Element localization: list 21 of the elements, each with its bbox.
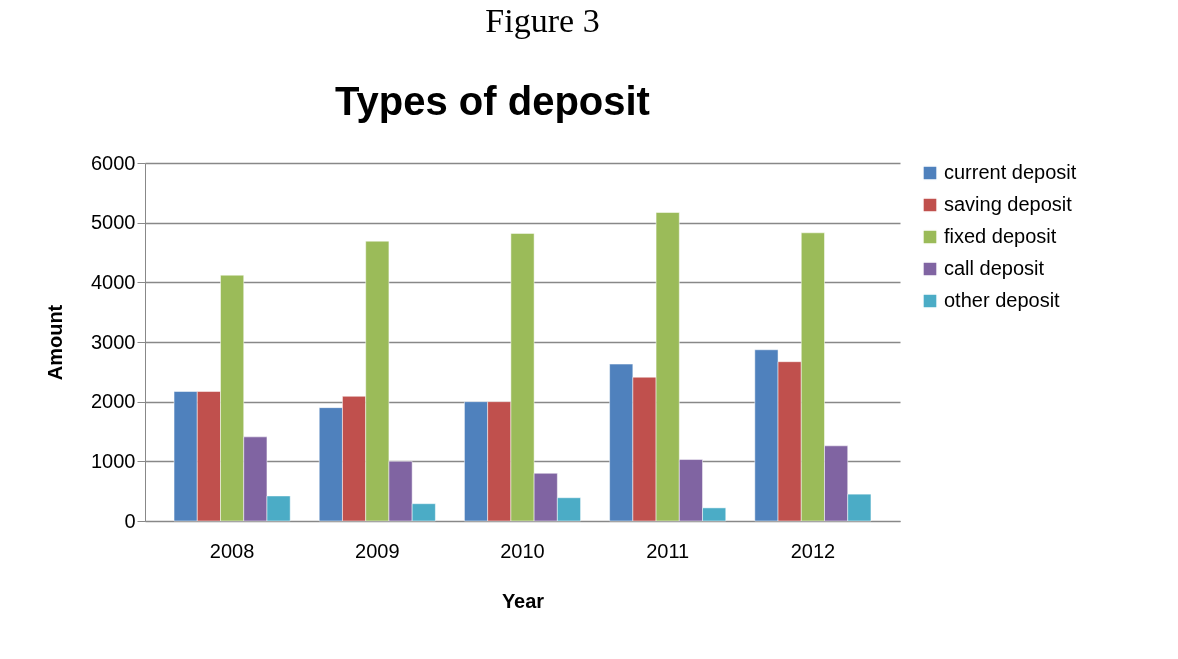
x-axis-title: Year	[501, 589, 545, 612]
x-tick-label: 2011	[646, 539, 690, 562]
legend-label: fixed deposit	[944, 225, 1057, 247]
y-tick-label: 2000	[91, 390, 136, 413]
y-tick-label: 5000	[91, 211, 136, 234]
y-tick-label: 0	[124, 509, 136, 532]
y-tick-label: 3000	[91, 330, 136, 353]
x-tick-label: 2008	[209, 539, 255, 562]
y-tick-label: 6000	[91, 151, 136, 174]
x-tick-label: 2012	[790, 539, 836, 562]
legend-label: current deposit	[944, 161, 1077, 183]
x-tick-label: 2010	[500, 539, 545, 562]
caption: Figure 3	[485, 2, 600, 39]
legend-label: call deposit	[944, 257, 1045, 279]
x-tick-label: 2009	[355, 539, 400, 562]
y-tick-label: 1000	[91, 449, 136, 472]
legend-label: saving deposit	[944, 193, 1073, 215]
y-tick-label: 4000	[91, 270, 136, 293]
y-axis-title: Amount	[44, 304, 67, 381]
chart-title: Types of deposit	[335, 79, 650, 123]
legend-label: other deposit	[944, 289, 1061, 311]
